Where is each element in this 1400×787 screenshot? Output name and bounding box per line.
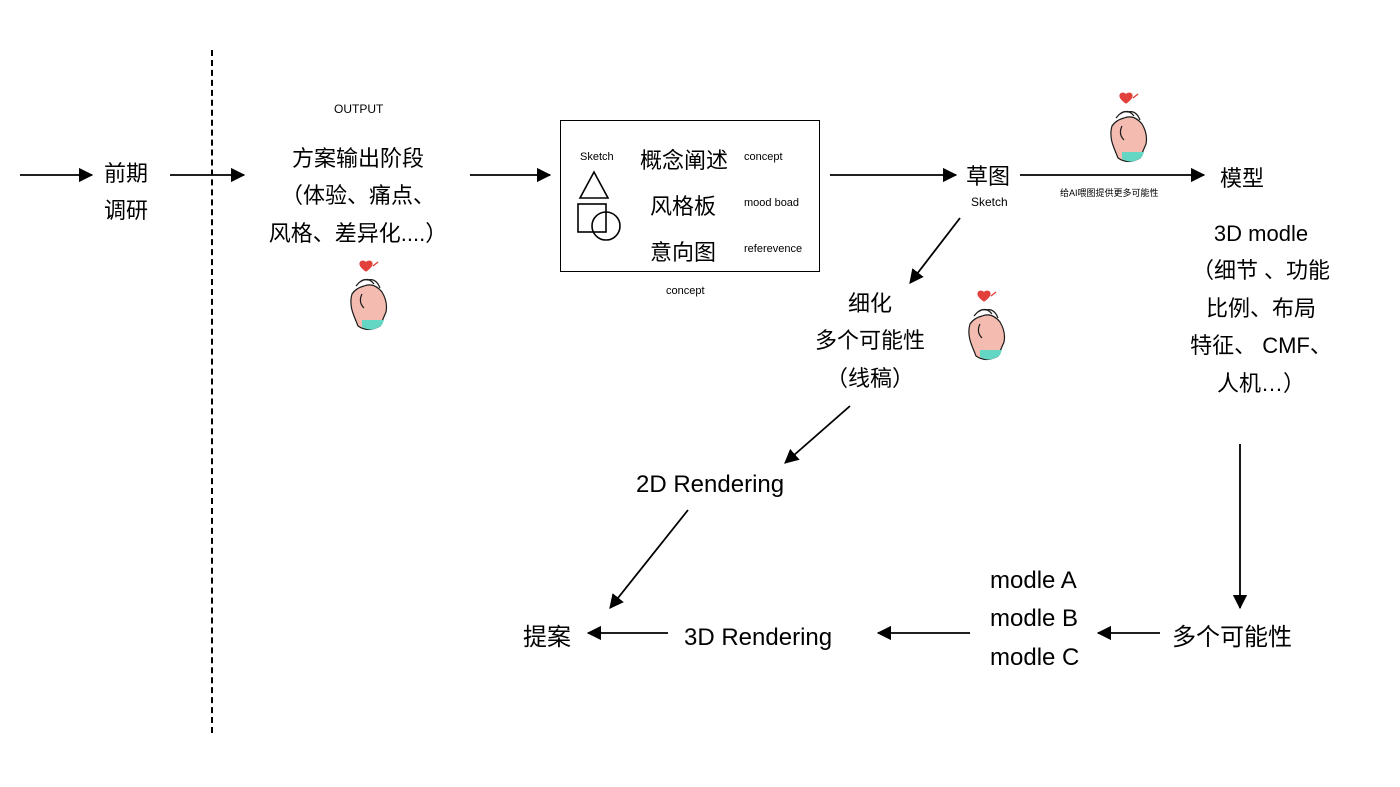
concept-line3-cn: 意向图 xyxy=(650,234,716,271)
sketch-shapes-icon xyxy=(572,168,624,248)
concept-line2-en: mood boad xyxy=(744,194,799,213)
arrow-a5 xyxy=(910,218,960,283)
concept-line2-cn: 风格板 xyxy=(650,188,716,225)
section-divider xyxy=(211,50,213,733)
node-sketch-sub: Sketch xyxy=(971,192,1008,212)
arrow-a6 xyxy=(785,406,850,463)
concept-line1-en: concept xyxy=(744,148,783,167)
concept-footer-label: concept xyxy=(666,282,705,301)
label-sketch-small: Sketch xyxy=(580,148,614,167)
node-refine: 细化 多个可能性 （线稿） xyxy=(800,285,940,397)
node-2d-rendering: 2D Rendering xyxy=(636,465,784,506)
node-3d-rendering: 3D Rendering xyxy=(684,618,832,659)
node-model-detail: 3D modle （细节 、功能 比例、布局 特征、 CMF、 人机…） xyxy=(1176,215,1346,402)
node-output-stage: 方案输出阶段 （体验、痛点、 风格、差异化....） xyxy=(258,140,458,252)
node-proposal: 提案 xyxy=(523,618,571,659)
node-model: 模型 xyxy=(1220,160,1264,197)
label-output: OUTPUT xyxy=(334,99,383,119)
concept-line3-en: referevence xyxy=(744,240,802,259)
concept-line1-cn: 概念阐述 xyxy=(640,142,728,179)
node-models-abc: modle A modle B modle C xyxy=(990,562,1079,677)
heart-hand-icon xyxy=(1098,92,1154,164)
caption-ai: 给AI喂图提供更多可能性 xyxy=(1060,186,1159,201)
node-research: 前期 调研 xyxy=(104,155,148,230)
node-multi-possibility: 多个可能性 xyxy=(1172,618,1292,659)
heart-hand-icon xyxy=(956,290,1012,362)
arrow-a7 xyxy=(610,510,688,608)
node-sketch: 草图 xyxy=(966,158,1010,195)
heart-hand-icon xyxy=(338,260,394,332)
